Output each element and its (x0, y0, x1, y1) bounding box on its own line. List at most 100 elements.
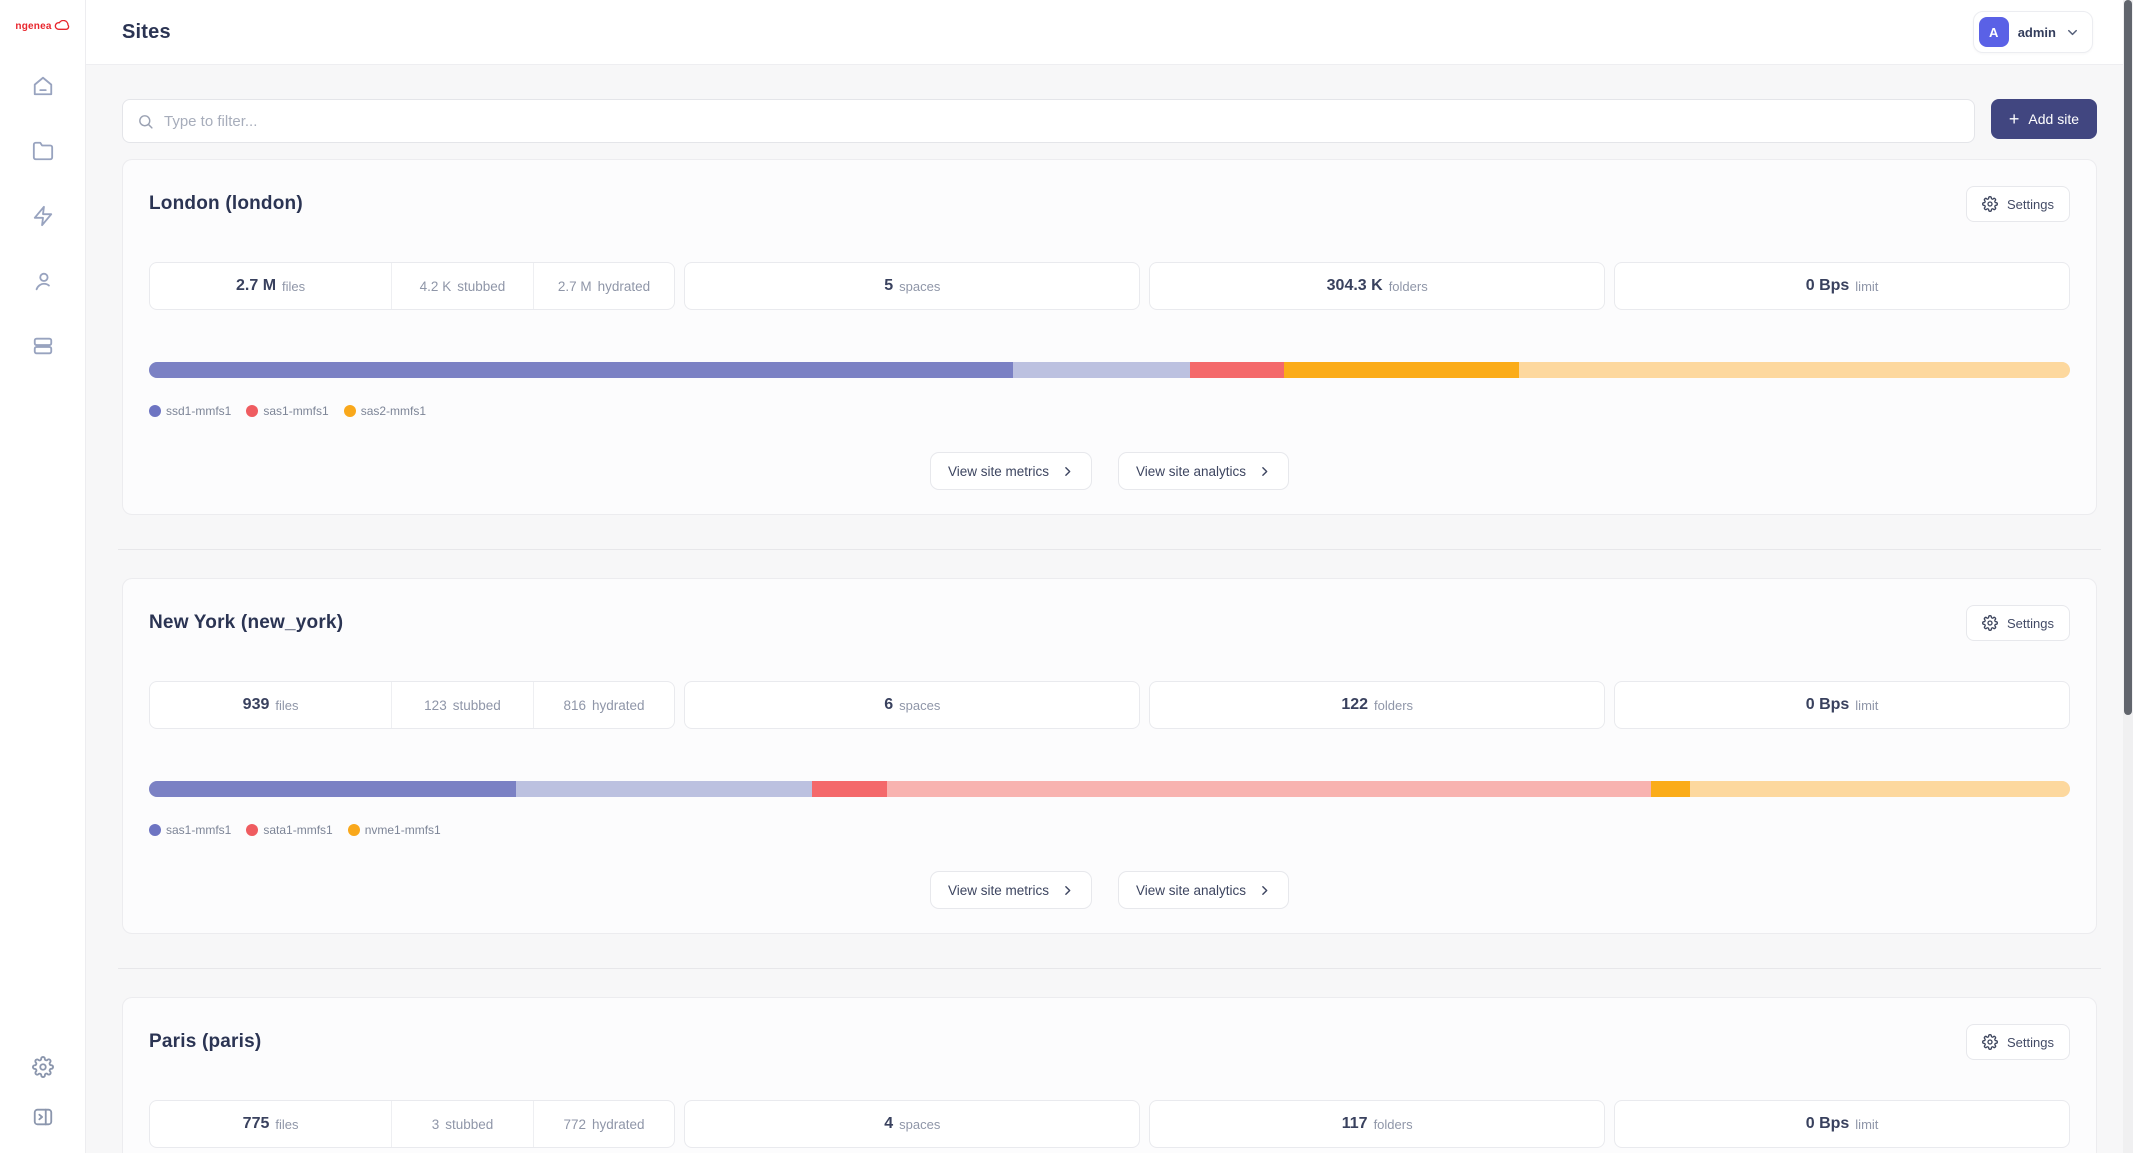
scrollbar-thumb[interactable] (2124, 0, 2132, 715)
brand-logo[interactable]: ngenea (15, 20, 69, 32)
view-site-metrics-button[interactable]: View site metrics (929, 871, 1092, 909)
site-settings-button[interactable]: Settings (1966, 1024, 2070, 1060)
home-icon (33, 76, 52, 96)
site-settings-button[interactable]: Settings (1966, 605, 2070, 641)
view-site-analytics-button[interactable]: View site analytics (1117, 452, 1290, 490)
stat-files: 939 files (242, 696, 299, 713)
files-stat-group: 775 files 3 stubbed 772 hydrated (149, 1100, 676, 1148)
legend-label: sas1-mmfs1 (166, 823, 232, 837)
site-settings-button[interactable]: Settings (1966, 186, 2070, 222)
bar-segment (149, 362, 1014, 378)
bar-segment (886, 781, 1652, 797)
chevron-right-icon (1262, 466, 1268, 476)
sidebar-collapse-button[interactable] (31, 1105, 55, 1129)
stat-hydrated: 772 hydrated (532, 1101, 675, 1147)
legend-item: sas2-mmfs1 (343, 404, 426, 418)
stat-stubbed: 4.2 K stubbed (391, 263, 533, 309)
bar-segment (1284, 362, 1519, 378)
settings-label: Settings (2007, 615, 2054, 631)
card-actions: View site metrics View site analytics (149, 452, 2070, 490)
legend-item: sata1-mmfs1 (246, 823, 333, 837)
site-title: New York (new_york) (149, 612, 344, 633)
stat-stubbed: 123 stubbed (391, 682, 533, 728)
stats-row: 939 files 123 stubbed 816 hydrated (149, 681, 2071, 729)
view-site-analytics-button[interactable]: View site analytics (1117, 871, 1290, 909)
view-site-metrics-button[interactable]: View site metrics (929, 452, 1092, 490)
users-icon (35, 272, 50, 291)
card-divider (118, 968, 2101, 969)
legend-dot-icon (347, 824, 360, 836)
gear-icon (1982, 1034, 1998, 1050)
bar-segment (1013, 362, 1191, 378)
files-stat-group: 2.7 M files 4.2 K stubbed 2.7 M hydrated (149, 262, 676, 310)
stat-spaces: 4 spaces (684, 1100, 1141, 1148)
sidebar-item-home[interactable] (31, 74, 55, 98)
add-site-button[interactable]: + Add site (1990, 99, 2097, 139)
user-name: admin (2017, 24, 2056, 40)
volume-legend: sas1-mmfs1 sata1-mmfs1 nvme1-mmfs1 (149, 823, 2070, 837)
gear-icon (1982, 615, 1998, 631)
gear-icon (1982, 196, 1998, 212)
bar-segment (1689, 781, 2070, 797)
main-area: Sites A admin + Add site (86, 0, 2133, 1153)
page-title: Sites (122, 20, 171, 43)
bar-segment (1518, 362, 2070, 378)
stat-limit: 0 Bps limit (1614, 1100, 2071, 1148)
sidebar-item-storage[interactable] (31, 334, 55, 358)
plus-icon: + (2008, 109, 2020, 129)
stat-files: 2.7 M files (236, 277, 306, 294)
user-menu[interactable]: A admin (1972, 11, 2093, 53)
stat-folders: 304.3 K folders (1149, 262, 1606, 310)
stats-row: 775 files 3 stubbed 772 hydrated (149, 1100, 2071, 1148)
lightning-icon (33, 205, 52, 227)
stat-limit: 0 Bps limit (1614, 681, 2071, 729)
bar-segment (149, 781, 516, 797)
legend-dot-icon (343, 405, 356, 417)
sidebar-item-activity[interactable] (31, 204, 55, 228)
legend-label: sas1-mmfs1 (263, 404, 329, 418)
legend-item: ssd1-mmfs1 (149, 404, 231, 418)
site-card-new-york: New York (new_york) Settings 939 files 1… (122, 578, 2097, 934)
bar-segment (515, 781, 812, 797)
settings-label: Settings (2007, 196, 2054, 212)
cloud-icon (54, 20, 69, 30)
content: + Add site London (london) Settings 2 (86, 65, 2133, 1153)
filter-input[interactable] (164, 112, 1960, 130)
brand-wordmark: ngenea (15, 20, 52, 32)
bar-segment (1190, 362, 1285, 378)
volume-legend: ssd1-mmfs1 sas1-mmfs1 sas2-mmfs1 (149, 404, 2070, 418)
legend-item: sas1-mmfs1 (246, 404, 329, 418)
legend-dot-icon (149, 824, 161, 836)
legend-dot-icon (246, 405, 259, 417)
stat-folders: 117 folders (1149, 1100, 1606, 1148)
site-card-london: London (london) Settings 2.7 M files 4.2… (122, 159, 2097, 515)
stat-folders: 122 folders (1149, 681, 1606, 729)
stat-spaces: 6 spaces (684, 681, 1141, 729)
sidebar-item-files[interactable] (31, 139, 55, 163)
card-header: Paris (paris) Settings (149, 1024, 2070, 1060)
legend-label: nvme1-mmfs1 (364, 823, 441, 837)
sidebar-footer (31, 1055, 55, 1129)
capacity-bar (149, 781, 2070, 797)
sidebar-item-users[interactable] (31, 269, 55, 293)
files-stat-group: 939 files 123 stubbed 816 hydrated (149, 681, 676, 729)
stat-limit: 0 Bps limit (1614, 262, 2071, 310)
legend-label: ssd1-mmfs1 (166, 404, 232, 418)
collapse-panel-icon (33, 1108, 52, 1126)
sidebar-settings-button[interactable] (31, 1055, 55, 1079)
legend-dot-icon (149, 405, 161, 417)
settings-label: Settings (2007, 1034, 2054, 1050)
stat-hydrated: 2.7 M hydrated (532, 263, 675, 309)
chevron-down-icon (2065, 25, 2080, 40)
site-card-paris: Paris (paris) Settings 775 files 3 (122, 997, 2097, 1153)
stat-files: 775 files (242, 1115, 299, 1132)
sidebar: ngenea (0, 0, 86, 1153)
page-scrollbar[interactable] (2123, 0, 2133, 1153)
card-divider (118, 549, 2101, 550)
filter-search[interactable] (122, 99, 1975, 143)
site-title: London (london) (149, 193, 303, 214)
legend-item: sas1-mmfs1 (149, 823, 231, 837)
server-icon (33, 337, 52, 355)
stat-stubbed: 3 stubbed (391, 1101, 533, 1147)
